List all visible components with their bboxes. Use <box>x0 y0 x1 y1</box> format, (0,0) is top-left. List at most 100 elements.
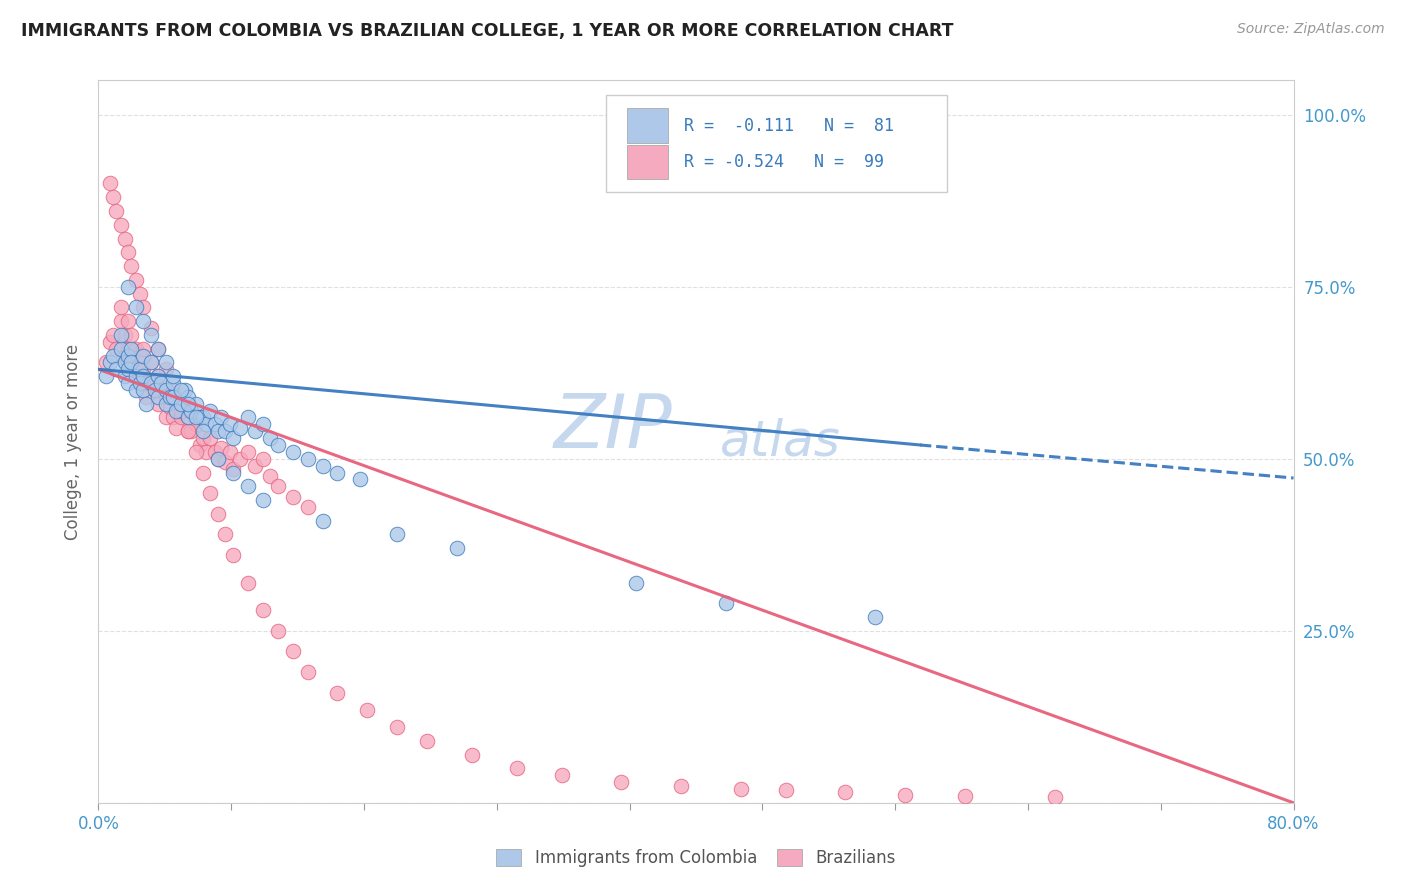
Point <box>155 355 177 369</box>
Point <box>730 782 752 797</box>
FancyBboxPatch shape <box>606 95 948 193</box>
Point <box>385 720 409 734</box>
Point <box>207 451 229 466</box>
Point <box>165 403 187 417</box>
Point <box>105 362 128 376</box>
Point <box>311 458 333 473</box>
Point <box>162 369 184 384</box>
Point <box>626 575 648 590</box>
Point <box>98 177 122 191</box>
Point <box>139 321 162 335</box>
Point <box>169 383 191 397</box>
Y-axis label: College, 1 year or more: College, 1 year or more <box>65 343 83 540</box>
Point <box>148 390 170 404</box>
Point <box>155 362 177 376</box>
Point <box>110 314 132 328</box>
Point <box>281 490 304 504</box>
Point <box>117 355 139 369</box>
Point <box>177 424 200 438</box>
Point <box>207 424 229 438</box>
Point <box>169 403 191 417</box>
Point <box>267 624 290 638</box>
Point <box>297 451 319 466</box>
Point <box>103 327 125 342</box>
Point <box>229 451 252 466</box>
Point <box>214 527 236 541</box>
Point <box>281 445 304 459</box>
Point <box>129 369 152 384</box>
Point <box>94 369 117 384</box>
Point <box>117 362 139 376</box>
Point <box>110 327 132 342</box>
Point <box>120 342 142 356</box>
Point <box>162 410 184 425</box>
Point <box>297 500 319 514</box>
Point <box>209 410 232 425</box>
Point <box>229 421 252 435</box>
Point <box>139 376 162 390</box>
Point <box>1043 790 1066 805</box>
Point <box>267 438 290 452</box>
Point <box>195 417 218 432</box>
Text: R =  -0.111   N =  81: R = -0.111 N = 81 <box>685 117 894 135</box>
Point <box>150 376 173 390</box>
Point <box>114 355 136 369</box>
Point <box>135 390 157 404</box>
Point <box>259 431 281 445</box>
Point <box>184 397 207 411</box>
Point <box>162 383 184 397</box>
Point <box>114 349 136 363</box>
Point <box>162 376 184 390</box>
Point <box>132 342 155 356</box>
Point <box>356 703 378 717</box>
Point <box>132 301 155 315</box>
Point <box>103 349 125 363</box>
Point <box>129 286 152 301</box>
Point <box>103 190 125 204</box>
Point <box>148 397 170 411</box>
Point <box>117 342 139 356</box>
Point <box>110 218 132 232</box>
Point <box>222 466 245 480</box>
Point <box>139 355 162 369</box>
Point <box>165 421 187 435</box>
Point <box>162 390 184 404</box>
Text: IMMIGRANTS FROM COLOMBIA VS BRAZILIAN COLLEGE, 1 YEAR OR MORE CORRELATION CHART: IMMIGRANTS FROM COLOMBIA VS BRAZILIAN CO… <box>21 22 953 40</box>
Point <box>132 314 155 328</box>
Point <box>114 369 136 384</box>
Point <box>245 424 267 438</box>
Point <box>174 403 197 417</box>
Point <box>865 610 887 624</box>
Point <box>132 383 155 397</box>
Point <box>222 548 245 562</box>
Point <box>252 493 274 508</box>
Point <box>461 747 484 762</box>
Point <box>174 383 197 397</box>
Point <box>155 410 177 425</box>
Point <box>110 301 132 315</box>
Point <box>236 479 259 493</box>
Point <box>117 349 139 363</box>
Point <box>204 445 226 459</box>
Point <box>135 397 157 411</box>
Point <box>120 349 142 363</box>
Point <box>125 301 148 315</box>
Point <box>195 445 218 459</box>
Point <box>155 383 177 397</box>
Point <box>219 417 242 432</box>
Point <box>214 455 236 469</box>
Point <box>125 383 148 397</box>
Point <box>207 507 229 521</box>
Point <box>259 469 281 483</box>
Point <box>114 327 136 342</box>
Point <box>94 355 117 369</box>
Point <box>669 779 692 793</box>
Point <box>132 362 155 376</box>
Point <box>207 451 229 466</box>
Point <box>177 424 200 438</box>
Point <box>446 541 468 556</box>
Point <box>252 603 274 617</box>
Point <box>184 410 207 425</box>
Point <box>714 596 737 610</box>
Point <box>125 362 148 376</box>
